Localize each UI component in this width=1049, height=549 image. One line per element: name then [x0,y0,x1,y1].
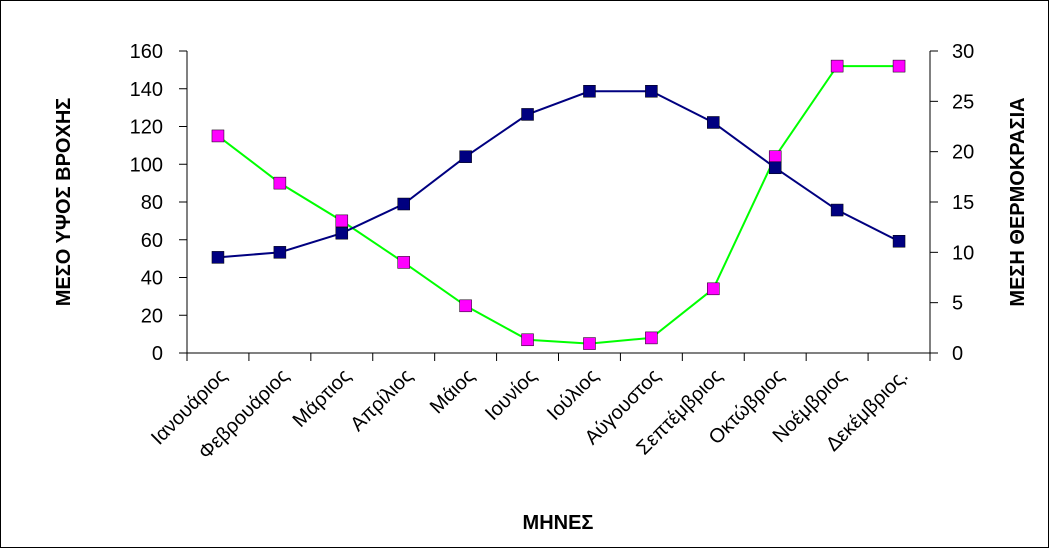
series-0-point [892,59,906,73]
y-left-tick-label: 120 [130,117,163,139]
series-1-point [521,108,534,121]
y-right-tick-label: 30 [952,41,974,63]
y-right-tick-label: 15 [952,192,974,214]
series-1-point [583,85,596,98]
series-0-point [707,282,720,296]
y-right-tick-label: 10 [952,242,974,264]
x-category-label: Μάρτιος [289,365,356,432]
y-left-tick-label: 0 [152,343,163,365]
series-0-point [459,299,472,313]
series-1-point [397,197,410,211]
series-1-point [335,226,349,240]
x-category-label: Ιουνίος [481,365,541,425]
series-1-point [459,150,472,163]
series-0-point [830,59,844,73]
y-axis-title-left: ΜΕΣΟ ΥΨΟΣ ΒΡΟΧΗΣ [53,98,75,307]
y-left-tick-label: 160 [130,41,163,63]
x-axis-title: ΜΗΝΕΣ [523,512,594,534]
series-0-point [335,214,349,228]
series-0-point [583,337,596,350]
x-category-label: Μάιος [426,365,480,419]
x-category-label: Ιούλιος [543,365,603,425]
series-0-point [397,256,410,269]
series-1-point [892,235,906,248]
y-right-tick-label: 0 [952,343,963,365]
y-left-tick-label: 100 [130,154,163,176]
series-1-point [768,161,782,175]
y-left-tick-label: 60 [141,230,163,252]
series-0-point [521,333,534,347]
y-right-tick-label: 5 [952,293,963,315]
series-0-line [217,65,900,345]
series-0-point [211,129,225,143]
series-0-point [273,176,287,190]
y-right-tick-label: 20 [952,142,974,164]
y-left-tick-label: 80 [141,192,163,214]
series-1-point [645,85,658,98]
x-category-label: Απρίλιος [346,365,417,436]
series-1-point [211,251,225,264]
series-1-point [273,246,287,259]
series-1-point [830,203,844,217]
series-0-point [768,150,782,163]
y-left-tick-label: 40 [141,268,163,290]
series-0-point [645,331,658,345]
series-1-point [707,116,720,129]
y-right-tick-label: 25 [952,91,974,113]
y-left-tick-label: 20 [141,305,163,327]
y-left-tick-label: 140 [130,79,163,101]
y-axis-title-right: ΜΕΣΗ ΘΕΡΜΟΚΡΑΣΙΑ [1007,97,1029,306]
series-1-line [217,90,900,259]
